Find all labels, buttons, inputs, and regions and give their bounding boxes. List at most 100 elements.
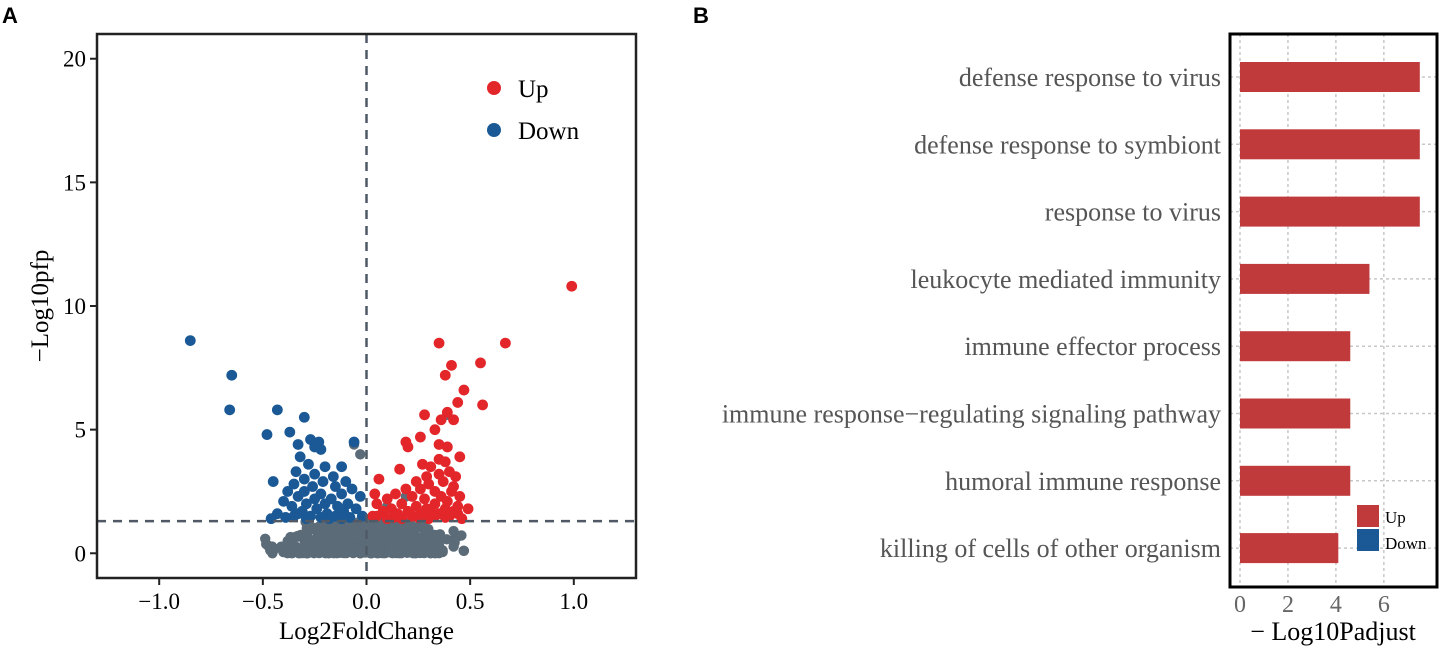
down-point: [323, 513, 335, 525]
down-point: [271, 404, 283, 416]
ns-point: [355, 449, 366, 460]
x-tick-label: 2: [1282, 592, 1294, 618]
down-point: [267, 476, 279, 487]
nonsignificant-points: [260, 409, 470, 559]
down-point: [348, 436, 360, 448]
up-point: [419, 493, 430, 505]
panel-a-letter: A: [2, 3, 18, 28]
plot-frame: [1228, 32, 1439, 589]
up-point: [433, 337, 445, 349]
up-point: [415, 483, 426, 495]
up-point: [439, 512, 451, 523]
category-label: response to virus: [1045, 198, 1221, 227]
ns-point: [433, 548, 445, 559]
go-enrichment-bar-chart: defense response to virus defense respons…: [722, 32, 1439, 646]
down-point: [265, 513, 277, 525]
up-point: [437, 476, 449, 487]
down-point: [298, 473, 310, 485]
bar: [1240, 263, 1370, 294]
x-tick-label: −0.5: [242, 589, 284, 614]
up-point: [429, 510, 441, 522]
down-point: [317, 476, 329, 487]
legend-up-label: Up: [1385, 508, 1406, 527]
up-point: [394, 463, 406, 475]
up-point: [419, 409, 430, 421]
category-label: immune effector process: [964, 332, 1221, 361]
up-point: [439, 369, 451, 381]
up-point: [462, 503, 474, 515]
down-point: [309, 493, 321, 505]
down-point: [356, 510, 368, 522]
legend-down-label: Down: [1385, 534, 1427, 553]
y-tick-label: 0: [75, 541, 87, 566]
down-point: [307, 481, 318, 492]
down-point: [226, 369, 238, 381]
ns-point: [300, 543, 311, 554]
up-point: [452, 397, 464, 408]
down-point: [292, 491, 304, 502]
ns-point: [403, 529, 414, 540]
up-point: [566, 280, 578, 292]
ns-point: [282, 535, 293, 547]
down-point: [278, 495, 289, 507]
legend-down-marker: [487, 123, 501, 137]
up-point: [452, 508, 464, 520]
down-point: [292, 439, 304, 450]
ns-point: [458, 545, 470, 556]
bars: [1240, 62, 1420, 564]
category-label: defense response to symbiont: [914, 130, 1222, 159]
up-point: [433, 439, 445, 450]
ns-point: [265, 545, 276, 556]
y-axis-ticks: 0 5 10 15 20: [63, 47, 97, 566]
ns-point: [302, 530, 313, 541]
x-tick-label: 0: [1234, 592, 1246, 618]
legend: Up Down: [1357, 505, 1427, 553]
legend-up-label: Up: [518, 76, 549, 103]
ns-point: [385, 538, 397, 550]
down-point: [336, 513, 348, 525]
down-point: [311, 503, 323, 515]
down-point: [319, 498, 331, 510]
up-point: [373, 473, 385, 485]
up-point: [441, 441, 453, 453]
y-tick-label: 5: [75, 418, 87, 443]
volcano-plot: −1.0 −0.5 0.0 0.5 1.0 0 5 10 15 20 Log2FoldChang…: [27, 32, 638, 645]
y-tick-label: 15: [63, 170, 86, 195]
bar: [1240, 62, 1420, 92]
down-point: [288, 478, 300, 490]
x-tick-label: 6: [1378, 592, 1390, 618]
legend-up-key: [1357, 505, 1379, 527]
ns-point: [339, 526, 351, 538]
y-axis-title: −Log10pfp: [27, 250, 54, 363]
category-label: humoral immune response: [945, 467, 1221, 496]
up-point: [446, 486, 457, 497]
up-point: [475, 357, 486, 369]
legend-down-label: Down: [518, 118, 580, 145]
x-axis-ticks: 0 2 4 6: [1234, 592, 1390, 618]
down-point: [309, 468, 321, 480]
up-point: [425, 461, 437, 473]
bar: [1240, 129, 1420, 160]
down-point: [292, 508, 304, 520]
up-point: [369, 488, 381, 500]
legend: Up Down: [487, 76, 580, 145]
x-tick-label: 0.0: [352, 589, 381, 614]
ns-point: [422, 530, 433, 541]
ns-point: [278, 546, 289, 558]
up-point: [396, 498, 408, 510]
up-point: [371, 510, 383, 522]
up-point: [390, 488, 401, 500]
grid-lines: [1230, 34, 1437, 587]
ns-point: [363, 520, 374, 532]
legend-down-key: [1357, 529, 1379, 551]
category-label: defense response to virus: [959, 63, 1221, 92]
ns-point: [367, 535, 378, 546]
ns-point: [329, 540, 340, 551]
down-point: [330, 481, 341, 492]
x-tick-label: −1.0: [138, 589, 180, 614]
up-point: [477, 399, 488, 411]
up-point: [439, 456, 451, 468]
category-label: leukocyte mediated immunity: [911, 265, 1221, 294]
up-point: [415, 431, 426, 443]
